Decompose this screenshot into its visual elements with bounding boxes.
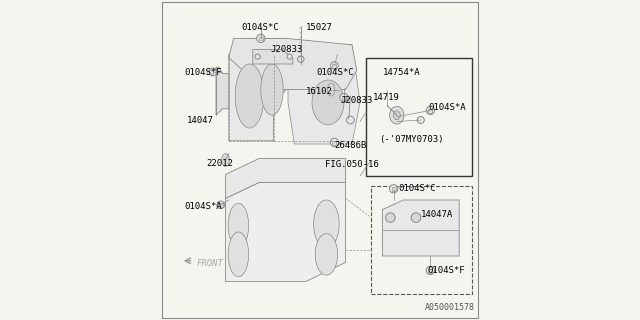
Text: 14047A: 14047A [421,210,453,219]
Circle shape [330,138,339,147]
Circle shape [412,213,421,222]
Circle shape [257,34,265,43]
Polygon shape [226,158,346,198]
Circle shape [389,185,398,193]
Circle shape [426,106,435,115]
Text: 0104S*A: 0104S*A [429,103,467,112]
Circle shape [417,116,424,124]
Circle shape [347,116,355,124]
Text: 16102: 16102 [306,87,332,96]
Text: 0104S*C: 0104S*C [398,184,436,193]
Circle shape [217,201,225,209]
Text: 0104S*F: 0104S*F [184,68,221,76]
Ellipse shape [312,80,344,125]
Text: J20833: J20833 [270,45,303,54]
Circle shape [330,62,338,69]
Polygon shape [229,38,357,90]
Ellipse shape [390,106,404,124]
Ellipse shape [236,64,264,128]
Polygon shape [288,45,360,144]
Bar [371,186,472,294]
Text: 26486B: 26486B [334,141,367,150]
Bar [428,269,432,273]
Text: 0104S*A: 0104S*A [184,202,221,211]
Ellipse shape [228,203,249,248]
Text: 0104S*C: 0104S*C [242,23,279,32]
Polygon shape [229,38,287,141]
Bar [220,203,223,207]
Polygon shape [216,67,229,115]
Circle shape [287,54,292,59]
Text: 14047: 14047 [187,116,214,124]
Text: 15027: 15027 [306,23,332,32]
Circle shape [340,93,348,102]
Ellipse shape [328,83,335,96]
Ellipse shape [315,234,338,275]
Text: 0104S*C: 0104S*C [317,68,355,76]
Text: 14754*A: 14754*A [383,68,420,76]
Bar [342,96,346,100]
Bar [428,109,433,113]
Text: J20833: J20833 [340,96,373,105]
Bar [333,141,337,145]
Text: FRONT: FRONT [197,260,223,268]
Polygon shape [383,200,460,256]
Polygon shape [226,182,346,282]
Circle shape [209,68,216,76]
Bar [207,70,212,74]
Text: (-'07MY0703): (-'07MY0703) [380,135,444,144]
Ellipse shape [261,64,284,115]
Ellipse shape [221,154,230,166]
Text: 0104S*F: 0104S*F [428,266,465,275]
Text: A050001578: A050001578 [425,303,475,312]
Circle shape [255,54,260,59]
Circle shape [385,213,396,222]
Bar [392,187,396,191]
Bar [259,37,263,40]
Text: 22012: 22012 [206,159,233,168]
Text: 14719: 14719 [372,93,399,102]
Text: FIG.050-16: FIG.050-16 [325,160,378,169]
Bar [366,58,472,176]
Ellipse shape [228,232,249,277]
Ellipse shape [393,111,401,120]
Bar [333,64,337,68]
Circle shape [426,266,435,275]
Ellipse shape [314,200,339,248]
Polygon shape [253,50,292,64]
